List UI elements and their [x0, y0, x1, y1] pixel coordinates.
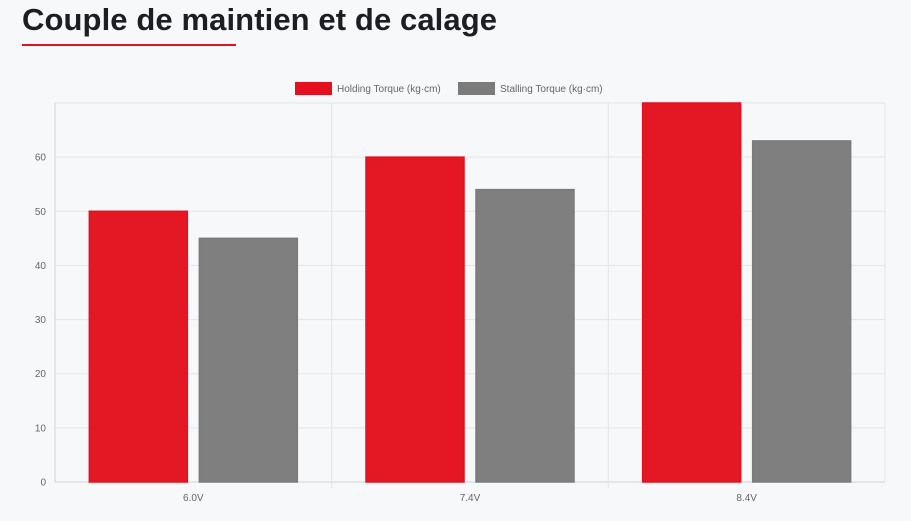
legend-label-holding[interactable]: Holding Torque (kg·cm): [337, 84, 441, 95]
y-tick-label: 20: [35, 369, 47, 380]
axes: 0 10 20 30 40 50 60 6.0V 7.4V 8.4V: [35, 153, 757, 504]
bar-holding-7-4V: [365, 156, 465, 483]
legend[interactable]: Holding Torque (kg·cm) Stalling Torque (…: [295, 82, 603, 95]
y-tick-label: 0: [40, 478, 46, 489]
y-tick-label: 40: [35, 261, 47, 272]
bar-holding-8-4V: [641, 102, 742, 483]
x-tick-label: 6.0V: [183, 493, 204, 504]
y-tick-label: 30: [35, 315, 47, 326]
bar-holding-6-0V: [88, 210, 189, 483]
bar-stalling-8-4V: [751, 140, 852, 483]
bars: [88, 102, 852, 483]
y-tick-label: 10: [35, 423, 47, 434]
x-tick-label: 7.4V: [460, 493, 481, 504]
bar-stalling-7-4V: [475, 188, 575, 483]
x-tick-label: 8.4V: [736, 493, 757, 504]
y-tick-label: 60: [35, 153, 47, 164]
page-title: Couple de maintien et de calage: [22, 2, 498, 37]
y-tick-label: 50: [35, 207, 47, 218]
legend-label-stalling[interactable]: Stalling Torque (kg·cm): [500, 84, 603, 95]
title-underline: [22, 44, 236, 46]
bar-stalling-6-0V: [198, 237, 299, 483]
grid-lines: [54, 102, 886, 488]
legend-swatch-stalling[interactable]: [458, 82, 495, 95]
legend-swatch-holding[interactable]: [295, 82, 332, 95]
